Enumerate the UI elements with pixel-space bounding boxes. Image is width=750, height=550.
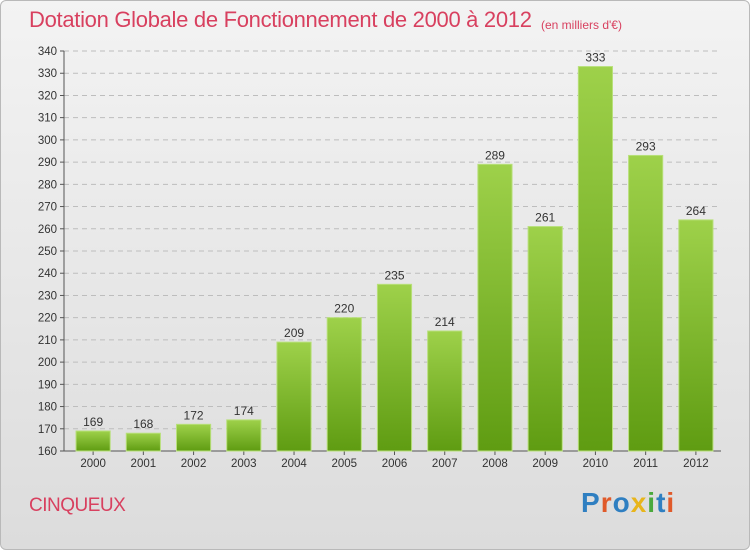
y-tick-label: 200 <box>38 357 57 369</box>
logo-letter: t <box>656 487 667 518</box>
y-tick-label: 190 <box>38 379 57 391</box>
y-tick-label: 300 <box>38 135 57 147</box>
commune-name: CINQUEUX <box>29 495 126 516</box>
data-label-2009: 261 <box>535 211 555 225</box>
x-tick-label-2006: 2006 <box>382 458 408 470</box>
bar-2001 <box>125 432 161 452</box>
x-tick-labels: 2000 2001 2002 2003 2004 2005 2006 2007 2008 2009… <box>80 458 708 470</box>
logo-letter: o <box>612 487 631 518</box>
x-tick-label-2007: 2007 <box>432 458 458 470</box>
x-tick-label-2010: 2010 <box>583 458 609 470</box>
data-label-2005: 220 <box>334 302 354 316</box>
logo-letter: i <box>666 487 676 518</box>
y-tick-label: 320 <box>38 90 57 102</box>
bar-2009 <box>527 226 563 452</box>
y-tick-label: 230 <box>38 290 57 302</box>
bar-2011 <box>628 154 664 452</box>
x-tick-label-2009: 2009 <box>532 458 558 470</box>
y-tick-label: 220 <box>38 313 57 325</box>
chart-title: Dotation Globale de Fonctionnement de 20… <box>29 7 532 32</box>
logo-letter: x <box>630 487 648 518</box>
x-tick-label-2011: 2011 <box>633 458 658 470</box>
bar-2006 <box>376 283 413 452</box>
logo-letter: i <box>647 487 657 518</box>
y-tick-label: 210 <box>38 335 57 347</box>
x-tick-label-2008: 2008 <box>482 458 508 470</box>
x-tick-label-2005: 2005 <box>331 458 357 470</box>
data-label-2010: 333 <box>585 51 605 65</box>
bar-2005 <box>326 317 362 452</box>
y-tick-label: 240 <box>38 268 57 280</box>
x-tick-label-2002: 2002 <box>181 458 207 470</box>
y-tick-labels: 160 170 180 190 200 210 220 230 240 250 260 270 280 2… <box>38 46 57 458</box>
x-tick-label-2001: 2001 <box>131 458 157 470</box>
bar-2010 <box>577 66 614 452</box>
data-label-2000: 169 <box>83 415 103 429</box>
y-tick-label: 330 <box>38 68 57 80</box>
chart-subtitle: (en milliers d'€) <box>541 18 622 32</box>
x-tick-label-2000: 2000 <box>80 458 106 470</box>
data-label-2006: 235 <box>384 268 404 282</box>
bar-2008 <box>477 163 513 452</box>
bar-2000 <box>75 430 111 452</box>
x-tick-label-2004: 2004 <box>281 458 307 470</box>
data-label-2007: 214 <box>435 315 455 329</box>
bar-2004 <box>276 341 312 452</box>
data-label-2012: 264 <box>686 204 706 218</box>
bar-2012 <box>678 219 714 452</box>
y-tick-label: 340 <box>38 46 57 58</box>
y-tick-label: 290 <box>38 157 57 169</box>
bar-2002 <box>175 423 212 452</box>
data-label-2004: 209 <box>284 326 304 340</box>
y-tick-label: 160 <box>38 446 57 458</box>
y-tick-label: 280 <box>38 179 57 191</box>
bars: 169 168 172 174 209 220 235 214 289 261 333 293 264 <box>75 51 714 452</box>
logo-letter: P <box>581 487 601 518</box>
data-label-2008: 289 <box>485 148 505 162</box>
y-tick-label: 180 <box>38 402 57 414</box>
y-tick-label: 260 <box>38 224 57 236</box>
bar-2007 <box>427 330 463 452</box>
bar-2003 <box>226 419 262 452</box>
data-label-2011: 293 <box>636 139 656 153</box>
proxiti-logo: Proxiti <box>581 487 675 519</box>
y-tick-label: 170 <box>38 424 57 436</box>
y-tick-label: 250 <box>38 246 57 258</box>
data-label-2002: 172 <box>184 408 204 422</box>
x-tick-label-2012: 2012 <box>683 458 709 470</box>
x-tick-label-2003: 2003 <box>231 458 257 470</box>
y-tick-label: 270 <box>38 202 57 214</box>
logo-letter: r <box>600 487 613 518</box>
data-label-2003: 174 <box>234 404 254 418</box>
y-tick-label: 310 <box>38 113 57 125</box>
data-label-2001: 168 <box>133 417 153 431</box>
